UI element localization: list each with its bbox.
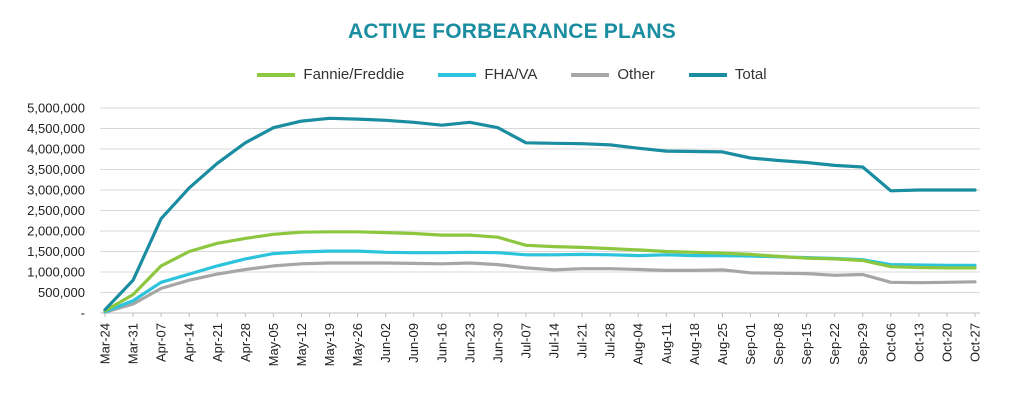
x-tick-label: May-05 <box>266 323 281 366</box>
y-tick-label: 2,000,000 <box>27 224 85 239</box>
legend-label: Total <box>734 66 767 83</box>
x-tick-label: Apr-07 <box>154 323 169 362</box>
x-tick-label: Jul-07 <box>518 323 533 358</box>
x-tick-label: May-12 <box>294 323 309 366</box>
y-tick-label: 3,000,000 <box>27 183 85 198</box>
y-tick-label: 1,000,000 <box>27 265 85 280</box>
y-tick-label: - <box>81 306 85 321</box>
x-tick-label: Aug-04 <box>631 323 646 365</box>
y-tick-label: 4,500,000 <box>27 121 85 136</box>
x-tick-label: Sep-01 <box>743 323 758 365</box>
legend-swatch <box>257 72 296 77</box>
x-tick-label: Sep-22 <box>827 323 842 365</box>
x-tick-label: Mar-24 <box>98 323 113 364</box>
x-tick-label: Jul-14 <box>547 323 562 358</box>
y-tick-label: 3,500,000 <box>27 162 85 177</box>
x-tick-label: Apr-28 <box>238 323 253 362</box>
x-tick-label: Jun-09 <box>406 323 421 363</box>
x-tick-label: Jul-21 <box>575 323 590 358</box>
x-tick-label: Apr-14 <box>182 323 197 362</box>
x-tick-label: Jun-02 <box>378 323 393 363</box>
y-tick-label: 1,500,000 <box>27 244 85 259</box>
series-line-total <box>103 116 977 312</box>
x-tick-label: Jul-28 <box>603 323 618 358</box>
series-line-other <box>103 261 977 314</box>
x-tick-label: Aug-18 <box>687 323 702 365</box>
y-tick-label: 500,000 <box>38 285 85 300</box>
legend: Fannie/Freddie FHA/VA Other Total <box>0 66 1024 83</box>
x-tick-label: Aug-11 <box>659 323 674 364</box>
legend-item-fannie-freddie: Fannie/Freddie <box>257 66 404 83</box>
legend-item-total: Total <box>688 66 767 83</box>
x-tick-label: May-26 <box>350 323 365 366</box>
x-tick-label: Jun-23 <box>462 323 477 363</box>
y-tick-label: 5,000,000 <box>27 101 85 116</box>
legend-swatch <box>571 72 610 77</box>
x-tick-label: Jun-30 <box>490 323 505 363</box>
y-tick-label: 4,000,000 <box>27 142 85 157</box>
x-tick-label: Mar-31 <box>126 323 141 364</box>
legend-label: Other <box>617 66 655 83</box>
legend-label: Fannie/Freddie <box>303 66 405 83</box>
x-tick-label: May-19 <box>322 323 337 366</box>
legend-swatch <box>438 72 477 77</box>
x-tick-label: Sep-29 <box>855 323 870 365</box>
x-tick-label: Oct-27 <box>968 323 983 362</box>
legend-swatch <box>688 72 727 77</box>
x-tick-label: Jun-16 <box>434 323 449 363</box>
legend-item-fha-va: FHA/VA <box>438 66 537 83</box>
x-tick-label: Aug-25 <box>715 323 730 365</box>
legend-label: FHA/VA <box>484 66 538 83</box>
y-tick-label: 2,500,000 <box>27 203 85 218</box>
x-tick-label: Oct-13 <box>911 323 926 362</box>
x-tick-label: Sep-08 <box>771 323 786 365</box>
x-tick-label: Oct-20 <box>939 323 954 362</box>
chart-title: ACTIVE FORBEARANCE PLANS <box>348 20 676 43</box>
x-tick-label: Oct-06 <box>883 323 898 362</box>
x-tick-label: Apr-21 <box>210 323 225 362</box>
series-line-fannie-freddie <box>103 230 977 313</box>
x-tick-label: Sep-15 <box>799 323 814 365</box>
legend-item-other: Other <box>571 66 655 83</box>
